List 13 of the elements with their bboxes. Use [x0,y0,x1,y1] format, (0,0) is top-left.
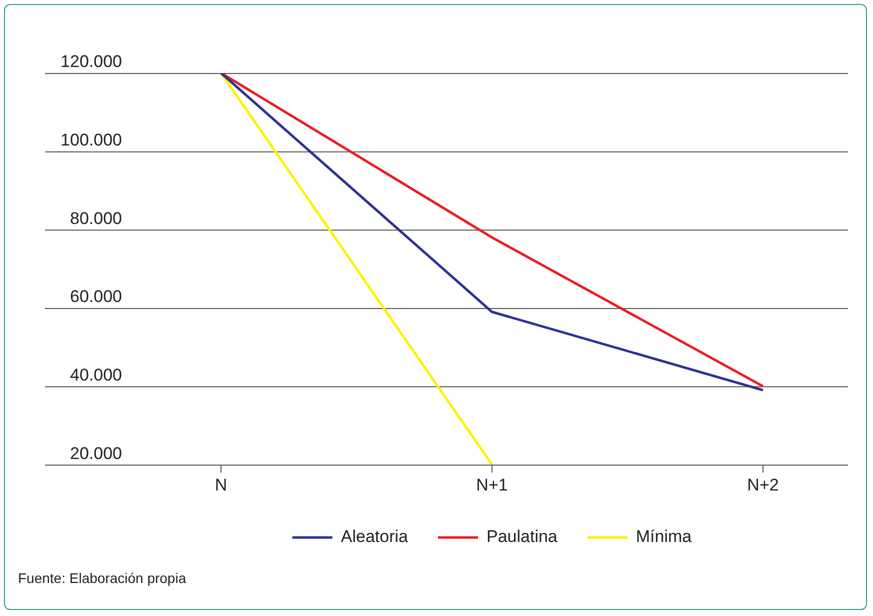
source-note: Fuente: Elaboración propia [18,570,186,586]
y-tick-label: 100.000 [60,130,122,150]
y-tick-label: 40.000 [70,365,122,384]
x-tick-label: N [214,475,228,494]
y-tick-label: 80.000 [70,208,122,228]
y-tick-label: 20.000 [70,444,122,463]
legend-label: Aleatoria [340,527,409,546]
x-tick-label: N+2 [747,475,779,494]
y-tick-label: 60.000 [70,287,122,306]
y-tick-label: 120.000 [60,52,122,72]
legend-label: Mínima [636,527,692,546]
legend-label: Paulatina [486,527,558,546]
x-tick-label: N+1 [476,475,508,494]
